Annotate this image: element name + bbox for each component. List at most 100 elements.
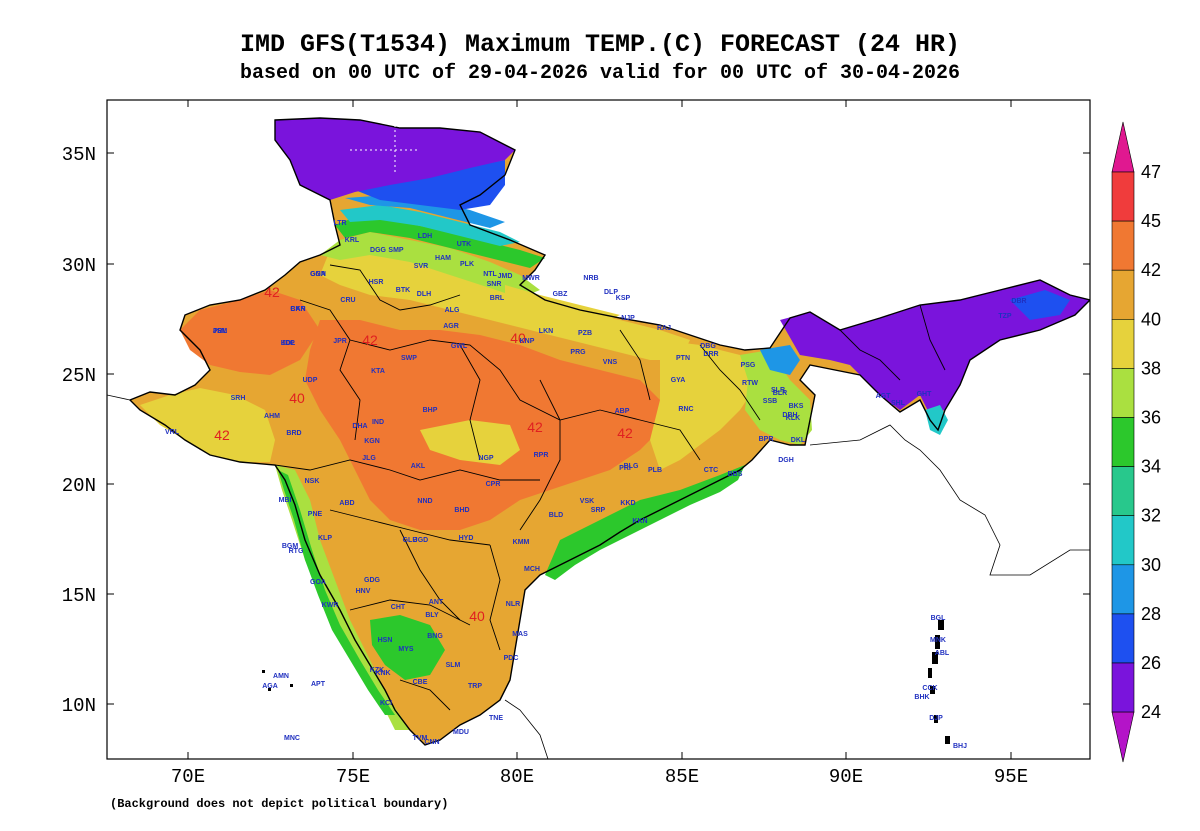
station-code: KWR — [322, 602, 339, 609]
station-code: DHA — [352, 423, 367, 430]
station-code: PRI — [619, 465, 631, 472]
station-code: PTN — [676, 355, 690, 362]
zone-36-bengal — [740, 350, 812, 445]
plot-frame — [106, 99, 1091, 760]
station-code: SWP — [401, 355, 417, 362]
station-code: BLY — [425, 612, 439, 619]
colorbar-label: 45 — [1141, 211, 1161, 231]
station-code: RTW — [742, 380, 758, 387]
station-code: TNE — [489, 715, 503, 722]
station-code: GNA — [310, 271, 326, 278]
station-code: SLR — [771, 387, 785, 394]
colorbar-label: 30 — [1141, 555, 1161, 575]
station-code: KRL — [345, 237, 360, 244]
contour-label: 42 — [264, 284, 280, 300]
colorbar-segment — [1111, 368, 1135, 418]
zone-38-north — [320, 245, 690, 360]
station-code: VRL — [165, 429, 180, 436]
contour-label: 42 — [214, 427, 230, 443]
contour-label: 40 — [510, 330, 526, 346]
state-boundaries — [274, 264, 946, 711]
x-tick-label: 70E — [171, 766, 205, 788]
x-tick-label: 75E — [336, 766, 370, 788]
station-code: BLD — [549, 512, 563, 519]
station-code: LTR — [333, 220, 346, 227]
zone-30-tripura — [925, 405, 948, 435]
station-code: UDP — [303, 377, 318, 384]
station-code: MDU — [453, 729, 469, 736]
station-code: KCI — [380, 700, 392, 707]
station-code: NND — [417, 498, 432, 505]
station-code: AMN — [273, 673, 289, 680]
station-code: RTG — [289, 548, 304, 555]
station-code: HNV — [356, 588, 371, 595]
y-tick-label: 35N — [62, 144, 96, 166]
map-title: IMD GFS(T1534) Maximum TEMP.(C) FORECAST… — [239, 30, 961, 59]
station-code: GOA — [310, 579, 326, 586]
station-code: MWR — [522, 275, 540, 282]
station-code: AKL — [411, 463, 426, 470]
station-code: ABP — [615, 408, 630, 415]
y-tick-label: 30N — [62, 255, 96, 277]
station-code: AHM — [264, 413, 280, 420]
station-code: DKL — [791, 437, 806, 444]
x-tick-label: 85E — [665, 766, 699, 788]
y-tick-label: 10N — [62, 695, 96, 717]
station-code: NJP — [621, 315, 635, 322]
station-code: DJP — [929, 715, 943, 722]
station-code: PLK — [460, 261, 474, 268]
station-code: AGR — [443, 323, 459, 330]
station-code: DLP — [604, 289, 618, 296]
colorbar-label: 36 — [1141, 408, 1161, 428]
colorbar-segment — [1111, 417, 1135, 467]
station-code: IND — [372, 419, 384, 426]
station-code: SVR — [414, 263, 428, 270]
colorbar: 47 45 42 40 38 36 34 32 30 28 26 24 — [1111, 121, 1161, 763]
temperature-field: 42 42 40 42 40 42 42 40 GGN BKN JSM JDP CRU HSR BTK DL… — [107, 117, 1090, 768]
station-code: BBS — [728, 471, 743, 478]
colorbar-label: 24 — [1141, 702, 1161, 722]
station-code: HSN — [378, 637, 393, 644]
station-code: NTL — [483, 271, 497, 278]
station-code: KKN — [632, 518, 647, 525]
station-code: CPR — [486, 481, 501, 488]
station-code: CBE — [413, 679, 428, 686]
colorbar-segment — [1111, 269, 1135, 320]
station-code: JPR — [333, 338, 347, 345]
zone-34-east-coast — [545, 465, 745, 580]
station-code: KMM — [513, 539, 530, 546]
station-code: SNR — [487, 281, 502, 288]
station-code: PLB — [648, 467, 662, 474]
station-code: JMN — [958, 761, 973, 768]
zone-38-east — [650, 340, 760, 470]
contour-label: 42 — [617, 425, 633, 441]
station-code: BRD — [286, 430, 301, 437]
station-code: CTC — [704, 467, 718, 474]
colorbar-bottom-triangle — [1111, 711, 1135, 763]
station-code: BKN — [290, 306, 305, 313]
zone-26-northeast — [1010, 290, 1070, 320]
station-code: BLG — [624, 463, 639, 470]
station-code: SLM — [446, 662, 461, 669]
zone-26-kashmir — [350, 160, 505, 210]
zone-28-himalaya — [345, 195, 505, 228]
station-code: ALG — [445, 307, 460, 314]
contour-label: 42 — [527, 419, 543, 435]
station-code: DGG — [370, 247, 387, 254]
station-code: PBL — [213, 328, 228, 335]
contour-label: 40 — [469, 608, 485, 624]
x-tick-label: 80E — [500, 766, 534, 788]
station-code: CAR — [290, 306, 305, 313]
footnote: (Background does not depict political bo… — [110, 797, 449, 811]
station-code: SMP — [388, 247, 404, 254]
station-code: MAS — [512, 631, 528, 638]
zone-34-karnataka — [370, 615, 445, 680]
y-tick-label: 15N — [62, 585, 96, 607]
station-code: SHL — [891, 400, 906, 407]
zone-24-northeast — [780, 280, 1090, 415]
station-code: VSK — [580, 498, 594, 505]
station-code: MNC — [284, 735, 300, 742]
colorbar-segment — [1111, 564, 1135, 615]
station-code: BTK — [396, 287, 410, 294]
